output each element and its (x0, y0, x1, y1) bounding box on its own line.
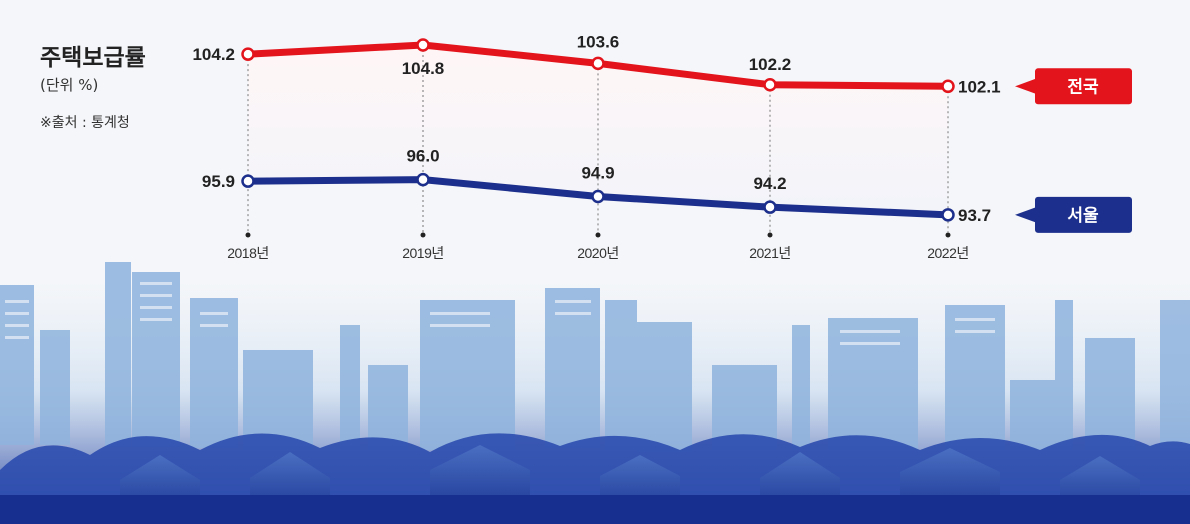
legend-item: 전국 (1015, 68, 1132, 105)
unit-label: (단위 %) (40, 76, 99, 94)
data-point (941, 208, 955, 222)
series-group: 104.2 104.8 103.6 102.2 102.1 95.9 96.0 94.9 94.… (192, 32, 1000, 224)
data-point (591, 189, 605, 204)
tick-dot (245, 232, 251, 238)
legend-pointer (1015, 78, 1037, 95)
tick-dot (767, 232, 773, 238)
legend-badge (1035, 196, 1132, 233)
legend-label: 서울 (1067, 206, 1099, 226)
data-label: 93.7 (958, 206, 991, 225)
series-0: 104.2 104.8 103.6 102.2 102.1 (192, 32, 1000, 96)
data-point (241, 47, 255, 61)
tick-dot (945, 232, 951, 238)
city-skyline-illustration (0, 262, 1190, 524)
legend-label: 전국 (1067, 77, 1099, 97)
data-point (416, 172, 430, 187)
legend-badge (1035, 68, 1132, 105)
x-tick-label: 2022년 (927, 245, 969, 261)
data-point (416, 38, 430, 52)
data-label: 102.2 (749, 55, 792, 74)
chart-title: 주택보급률 (40, 45, 146, 71)
legend-item: 서울 (1015, 196, 1132, 233)
data-label: 94.2 (753, 174, 786, 193)
x-tick-label: 2021년 (749, 245, 791, 261)
data-label: 104.2 (192, 45, 235, 64)
data-point (763, 200, 777, 214)
data-label: 96.0 (406, 147, 439, 166)
data-label: 94.9 (581, 163, 614, 182)
data-point (763, 78, 777, 92)
x-axis: 2018년 2019년 2020년 2021년 2022년 (227, 232, 969, 261)
data-label: 104.8 (402, 59, 445, 78)
data-label: 95.9 (202, 172, 235, 191)
tick-dot (595, 232, 601, 238)
x-tick-label: 2018년 (227, 245, 269, 261)
year-guide-lines (247, 45, 949, 232)
data-label: 103.6 (577, 32, 620, 51)
data-point (241, 174, 255, 188)
data-point (591, 56, 605, 71)
data-label: 102.1 (958, 77, 1001, 96)
legend-pointer (1015, 206, 1037, 223)
data-point (941, 79, 955, 94)
source-note: ※출처 : 통계청 (40, 115, 130, 131)
x-tick-label: 2019년 (402, 245, 444, 261)
tick-dot (420, 232, 426, 238)
x-tick-label: 2020년 (577, 245, 619, 261)
series-1: 95.9 96.0 94.9 94.2 93.7 (202, 147, 991, 225)
